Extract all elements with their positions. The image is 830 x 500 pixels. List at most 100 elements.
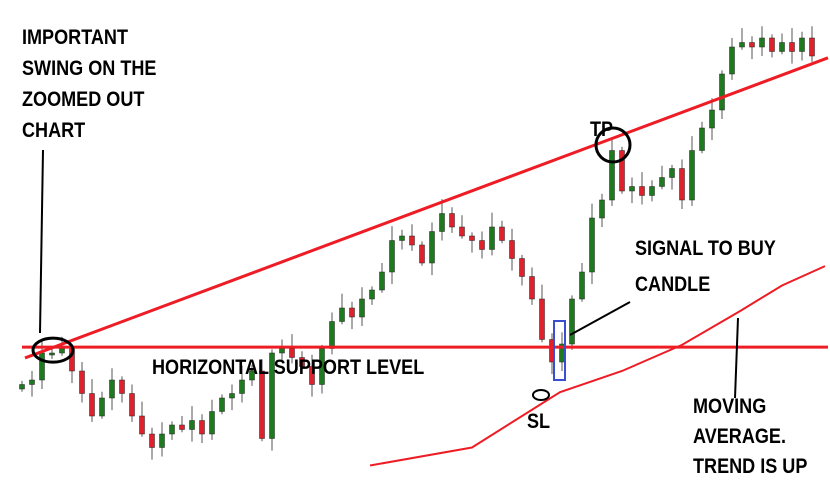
candle-up: [229, 393, 235, 399]
sl-label: SL: [527, 410, 551, 433]
candle-down: [409, 235, 415, 246]
candle-up: [569, 298, 575, 345]
candle-down: [809, 37, 815, 57]
signal-pointer-line: [569, 301, 631, 336]
candle-down: [299, 357, 305, 367]
candle-up: [779, 42, 785, 52]
candle-down: [349, 307, 355, 318]
candle-down: [479, 240, 485, 250]
ma-annotation: MOVING AVERAGE. TREND IS UP: [693, 392, 807, 482]
candle-down: [539, 298, 545, 340]
candle-up: [169, 424, 175, 435]
candle-down: [619, 150, 625, 192]
ma-line-3: TREND IS UP: [693, 455, 808, 478]
candle-up: [209, 411, 215, 435]
candle-up: [579, 271, 585, 300]
candle-up: [729, 46, 735, 75]
candle-up: [219, 397, 225, 412]
candle-down: [139, 415, 145, 435]
candle-down: [79, 370, 85, 394]
candle-down: [89, 393, 95, 417]
signal-annotation: SIGNAL TO BUY CANDLE: [635, 231, 776, 303]
trendline: [24, 56, 829, 360]
candle-up: [399, 235, 405, 241]
candle-down: [199, 420, 205, 435]
candle-up: [689, 150, 695, 201]
candle-up: [369, 289, 375, 300]
swing-line-1: IMPORTANT: [22, 26, 129, 49]
candle-up: [719, 73, 725, 111]
candle-down: [499, 226, 505, 241]
candle-up: [329, 321, 335, 349]
candle-down: [519, 258, 525, 277]
swing-annotation: IMPORTANT SWING ON THE ZOOMED OUT CHART: [22, 22, 156, 146]
candle-down: [129, 393, 135, 417]
candle-down: [529, 276, 535, 300]
candle-up: [29, 379, 35, 385]
candle-up: [799, 37, 805, 52]
signal-candle-box: [553, 320, 566, 381]
swing-line-4: CHART: [22, 119, 86, 142]
candle-down: [149, 433, 155, 448]
candle-up: [239, 379, 245, 394]
candle-up: [659, 177, 665, 187]
candle-up: [39, 352, 45, 381]
candle-down: [459, 226, 465, 237]
candle-up: [589, 217, 595, 273]
candle-down: [679, 168, 685, 201]
candle-down: [179, 424, 185, 430]
candle-up: [739, 42, 745, 48]
candle-down: [769, 37, 775, 52]
candle-up: [629, 186, 635, 192]
tp-label: TP: [590, 118, 614, 141]
moving-average-line: [369, 265, 826, 467]
swing-ellipse: [31, 336, 75, 364]
candle-up: [339, 307, 345, 322]
candle-up: [269, 352, 275, 439]
signal-line-2: CANDLE: [635, 273, 711, 296]
candle-up: [249, 370, 255, 381]
candle-up: [379, 271, 385, 291]
swing-line-2: SWING ON THE: [22, 57, 157, 80]
candle-down: [449, 213, 455, 228]
candle-up: [109, 379, 115, 399]
candle-up: [59, 348, 65, 354]
candle-up: [189, 420, 195, 430]
candle-up: [359, 298, 365, 318]
candle-down: [639, 186, 645, 196]
signal-line-1: SIGNAL TO BUY: [635, 237, 776, 260]
candle-up: [709, 109, 715, 129]
candle-up: [49, 352, 55, 356]
candle-up: [389, 240, 395, 273]
support-label: HORIZONTAL SUPPORT LEVEL: [152, 356, 425, 379]
ma-line-1: MOVING: [693, 395, 767, 418]
candle-up: [489, 226, 495, 250]
candle-down: [119, 379, 125, 394]
candle-up: [759, 37, 765, 48]
swing-pointer-line: [39, 149, 44, 334]
candle-down: [309, 366, 315, 385]
candle-down: [259, 370, 265, 439]
swing-line-3: ZOOMED OUT: [22, 88, 145, 111]
sl-ellipse: [532, 389, 550, 401]
candle-up: [669, 168, 675, 178]
ma-pointer-line: [734, 317, 739, 399]
candle-down: [419, 244, 425, 264]
tp-circle: [594, 126, 632, 164]
candle-down: [469, 235, 475, 241]
candle-up: [599, 199, 605, 219]
candle-up: [19, 384, 25, 390]
candle-down: [509, 240, 515, 259]
candle-down: [749, 42, 755, 48]
ma-line-2: AVERAGE.: [693, 425, 787, 448]
candle-up: [439, 213, 445, 232]
candle-up: [99, 397, 105, 417]
candle-up: [429, 231, 435, 264]
candle-up: [649, 186, 655, 196]
candle-up: [159, 433, 165, 448]
candle-up: [609, 150, 615, 201]
candle-down: [789, 42, 795, 52]
candle-up: [699, 127, 705, 151]
